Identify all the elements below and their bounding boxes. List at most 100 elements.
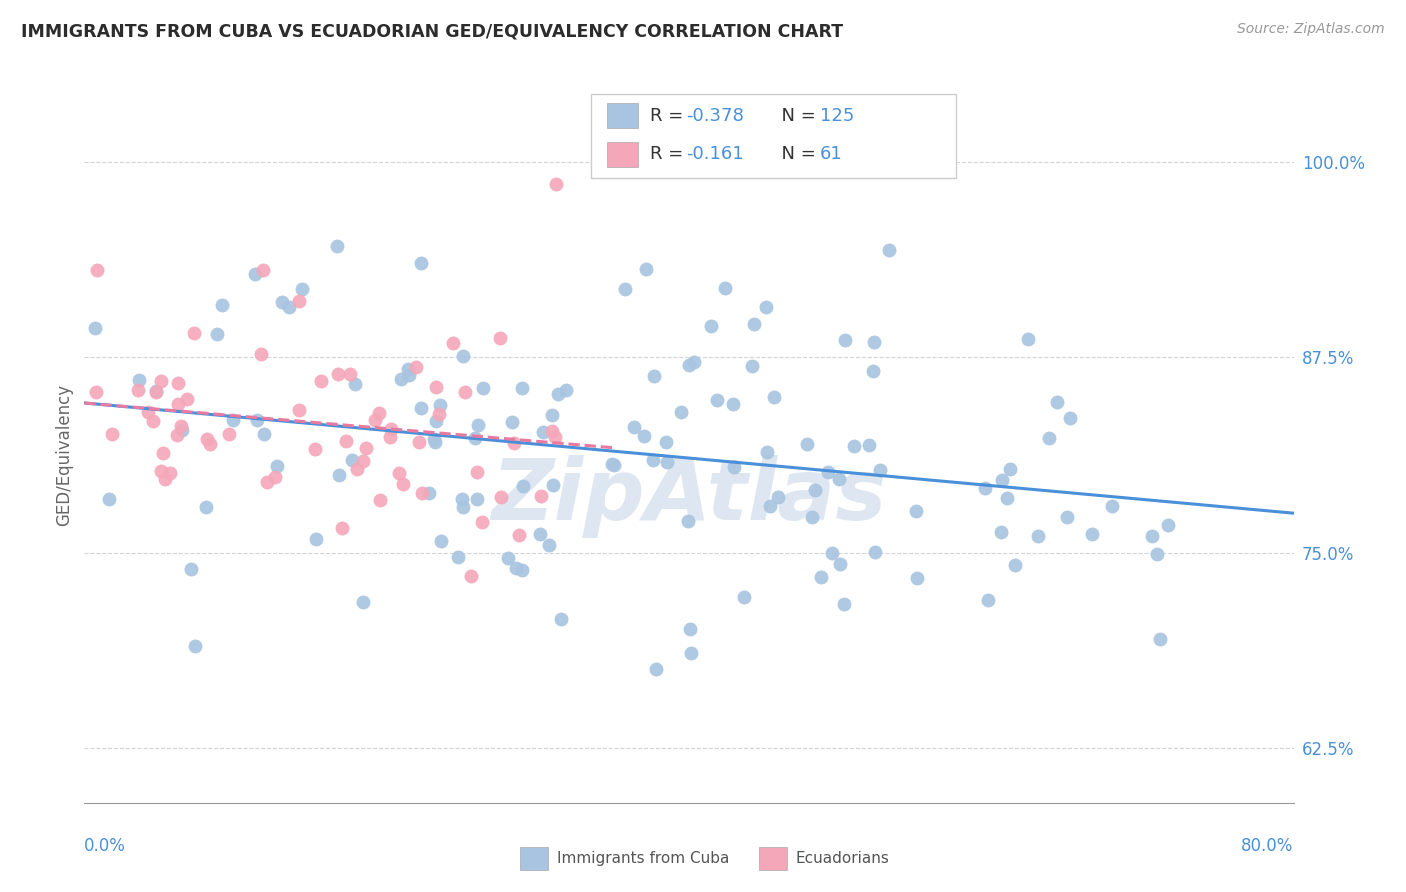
Point	[430, 533, 453, 548]
Point	[842, 439, 865, 453]
Point	[392, 476, 415, 491]
Point	[368, 406, 391, 420]
Point	[679, 622, 702, 636]
Point	[222, 413, 245, 427]
Point	[678, 358, 700, 372]
Point	[643, 453, 665, 467]
Point	[264, 470, 287, 484]
Point	[451, 492, 474, 507]
Point	[427, 407, 450, 421]
Point	[547, 386, 569, 401]
Point	[389, 372, 412, 386]
Point	[643, 369, 665, 384]
Point	[544, 430, 567, 444]
Point	[471, 516, 494, 530]
Point	[330, 521, 353, 535]
Point	[460, 569, 482, 583]
Text: Source: ZipAtlas.com: Source: ZipAtlas.com	[1237, 22, 1385, 37]
Point	[245, 267, 267, 281]
Point	[1080, 527, 1102, 541]
Point	[496, 551, 519, 566]
Point	[152, 445, 174, 459]
Point	[505, 561, 527, 575]
Point	[465, 466, 488, 480]
Point	[408, 434, 430, 449]
Point	[184, 639, 207, 653]
Point	[858, 438, 880, 452]
Text: 0.0%: 0.0%	[84, 837, 127, 855]
Point	[342, 453, 364, 467]
Point	[508, 528, 530, 542]
Point	[636, 262, 658, 277]
Point	[721, 396, 744, 410]
Point	[550, 612, 572, 626]
Point	[167, 376, 190, 391]
Point	[250, 347, 273, 361]
Text: -0.378: -0.378	[686, 107, 744, 125]
Point	[101, 427, 124, 442]
Text: R =: R =	[650, 107, 689, 125]
Point	[489, 331, 512, 345]
Point	[465, 492, 488, 507]
Point	[998, 461, 1021, 475]
Point	[633, 428, 655, 442]
Point	[86, 263, 108, 277]
Text: 125: 125	[820, 107, 853, 125]
Point	[304, 442, 326, 456]
Point	[540, 424, 562, 438]
Point	[136, 405, 159, 419]
Point	[170, 423, 193, 437]
Point	[1149, 632, 1171, 646]
Point	[425, 414, 447, 428]
Text: Immigrants from Cuba: Immigrants from Cuba	[557, 851, 730, 865]
Point	[529, 526, 551, 541]
Point	[328, 468, 350, 483]
Point	[388, 466, 411, 480]
Point	[766, 490, 789, 504]
Point	[398, 368, 420, 382]
Point	[758, 499, 780, 513]
Point	[270, 295, 292, 310]
Point	[368, 493, 391, 508]
Point	[804, 483, 827, 497]
Point	[655, 434, 678, 449]
Point	[411, 486, 433, 500]
Point	[167, 397, 190, 411]
Point	[531, 425, 554, 439]
Point	[423, 435, 446, 450]
Point	[510, 563, 533, 577]
Point	[801, 509, 824, 524]
Point	[411, 401, 433, 415]
Point	[352, 595, 374, 609]
Text: 61: 61	[820, 145, 842, 163]
Point	[1046, 395, 1069, 409]
Point	[755, 300, 778, 314]
Point	[502, 435, 524, 450]
Point	[669, 405, 692, 419]
Point	[512, 478, 534, 492]
Point	[246, 413, 269, 427]
Point	[995, 491, 1018, 506]
Point	[396, 362, 419, 376]
Point	[378, 430, 401, 444]
Point	[441, 336, 464, 351]
Point	[741, 359, 763, 373]
Point	[218, 426, 240, 441]
Point	[451, 500, 474, 515]
Point	[335, 434, 357, 448]
Text: R =: R =	[650, 145, 689, 163]
Point	[623, 420, 645, 434]
Point	[834, 333, 856, 347]
Point	[128, 373, 150, 387]
Point	[150, 464, 173, 478]
Text: IMMIGRANTS FROM CUBA VS ECUADORIAN GED/EQUIVALENCY CORRELATION CHART: IMMIGRANTS FROM CUBA VS ECUADORIAN GED/E…	[21, 22, 844, 40]
Point	[614, 282, 637, 296]
Text: Ecuadorians: Ecuadorians	[796, 851, 890, 865]
Point	[354, 442, 377, 456]
Point	[679, 646, 702, 660]
Point	[471, 381, 494, 395]
Text: ZipAtlas: ZipAtlas	[491, 455, 887, 538]
Point	[541, 408, 564, 422]
Point	[974, 481, 997, 495]
Point	[828, 472, 851, 486]
